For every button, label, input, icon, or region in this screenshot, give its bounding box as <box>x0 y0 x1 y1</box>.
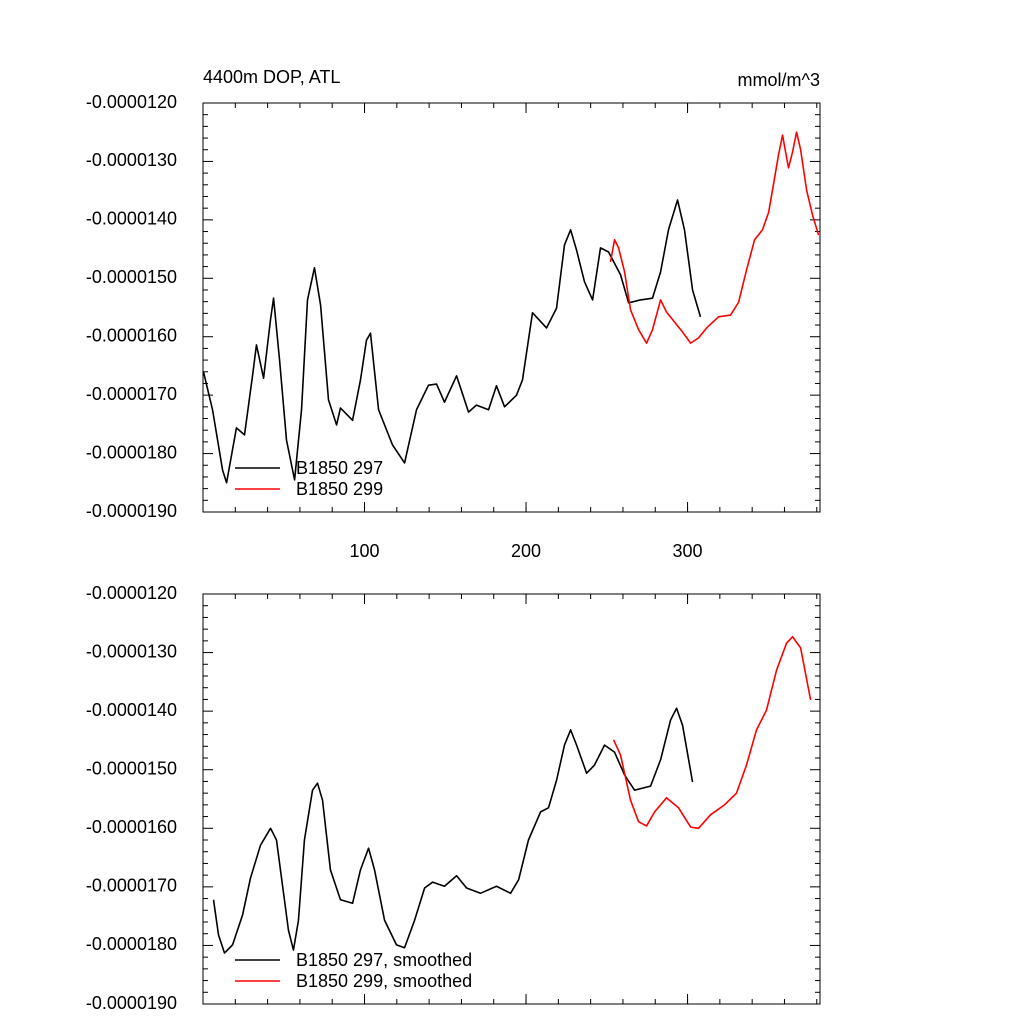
y-tick-label: -0.0000140 <box>86 700 177 720</box>
y-tick-label: -0.0000180 <box>86 934 177 954</box>
plot-frame <box>202 102 821 513</box>
y-tick-label: -0.0000130 <box>86 641 177 661</box>
legend-label: B1850 297, smoothed <box>296 950 472 970</box>
y-tick-label: -0.0000150 <box>86 267 177 287</box>
y-tick-label: -0.0000190 <box>86 501 177 521</box>
y-tick-label: -0.0000170 <box>86 384 177 404</box>
series-line <box>212 707 694 954</box>
y-tick-label: -0.0000120 <box>86 92 177 112</box>
y-tick-label: -0.0000160 <box>86 325 177 345</box>
plot-frame <box>202 593 821 1005</box>
y-tick-label: -0.0000150 <box>86 758 177 778</box>
series-line <box>202 199 702 484</box>
x-tick-label: 100 <box>349 541 379 561</box>
chart-title: 4400m DOP, ATL <box>203 67 340 87</box>
y-tick-label: -0.0000160 <box>86 817 177 837</box>
series-line <box>612 635 812 830</box>
legend-label: B1850 297 <box>296 458 383 478</box>
series-line <box>609 131 820 344</box>
y-tick-label: -0.0000130 <box>86 150 177 170</box>
legend-label: B1850 299 <box>296 479 383 499</box>
units-label: mmol/m^3 <box>738 70 820 90</box>
y-tick-label: -0.0000190 <box>86 993 177 1013</box>
y-tick-label: -0.0000120 <box>86 583 177 603</box>
x-tick-label: 300 <box>673 541 703 561</box>
y-tick-label: -0.0000140 <box>86 209 177 229</box>
legend-label: B1850 299, smoothed <box>296 971 472 991</box>
y-tick-label: -0.0000170 <box>86 876 177 896</box>
y-tick-label: -0.0000180 <box>86 442 177 462</box>
x-tick-label: 200 <box>511 541 541 561</box>
